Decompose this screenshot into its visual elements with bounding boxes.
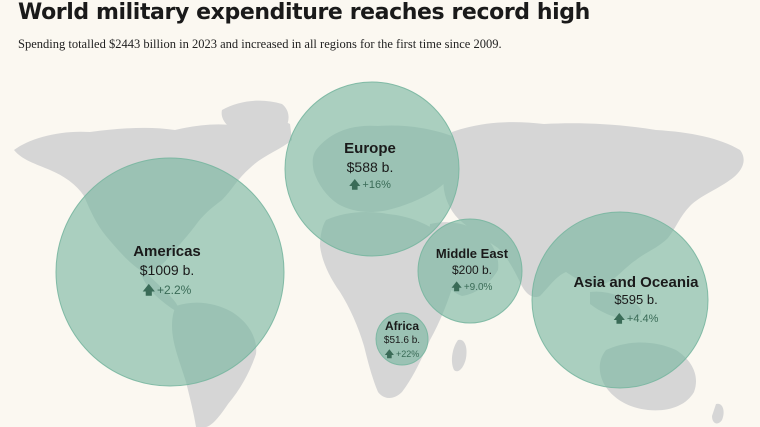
landmass-madagascar [451, 339, 467, 372]
label-asia-oceania: Asia and Oceania $595 b. 🡅 +4.4% [573, 274, 698, 326]
bubble-middle-east [417, 218, 523, 324]
landmass-new-zealand [712, 403, 724, 424]
region-change-row: 🡅 +4.4% [573, 313, 698, 326]
up-arrow-icon: 🡅 [142, 283, 155, 298]
region-name: Middle East [435, 246, 509, 261]
region-change-row: 🡅 +22% [384, 349, 420, 359]
region-spending: $595 b. [614, 292, 658, 308]
region-spending: $588 b. [346, 159, 394, 176]
label-middle-east: Middle East $200 b. 🡅 +9.0% [435, 246, 509, 294]
region-name: Asia and Oceania [573, 274, 699, 291]
region-change: +22% [395, 349, 420, 360]
up-arrow-icon: 🡅 [349, 179, 361, 192]
region-spending: $200 b. [451, 262, 493, 277]
region-name: Africa [384, 319, 419, 333]
region-name: Americas [133, 243, 201, 260]
region-change: +16% [362, 179, 391, 192]
label-europe: Europe $588 b. 🡅 +16% [344, 140, 396, 192]
page-title: World military expenditure reaches recor… [18, 0, 590, 25]
bubble-asia-oceania [531, 211, 709, 389]
up-arrow-icon: 🡅 [613, 313, 625, 326]
region-change-row: 🡅 +16% [344, 179, 396, 192]
region-change: +2.2% [156, 283, 192, 298]
label-americas: Americas $1009 b. 🡅 +2.2% [133, 243, 201, 298]
region-change-row: 🡅 +2.2% [133, 283, 201, 298]
up-arrow-icon: 🡅 [384, 349, 394, 360]
region-change-row: 🡅 +9.0% [436, 282, 508, 294]
region-change: +9.0% [463, 281, 493, 293]
landmass-greenland [221, 100, 289, 140]
region-name: Europe [344, 140, 396, 157]
up-arrow-icon: 🡅 [451, 281, 462, 293]
bubble-europe [284, 81, 460, 257]
bubble-africa [375, 312, 429, 366]
label-africa: Africa $51.6 b. 🡅 +22% [383, 319, 421, 360]
bubble-americas [55, 157, 285, 387]
region-spending: $1009 b. [139, 262, 195, 279]
page-subtitle: Spending totalled $2443 billion in 2023 … [18, 37, 502, 51]
region-spending: $51.6 b. [383, 334, 421, 346]
region-change: +4.4% [626, 313, 659, 326]
